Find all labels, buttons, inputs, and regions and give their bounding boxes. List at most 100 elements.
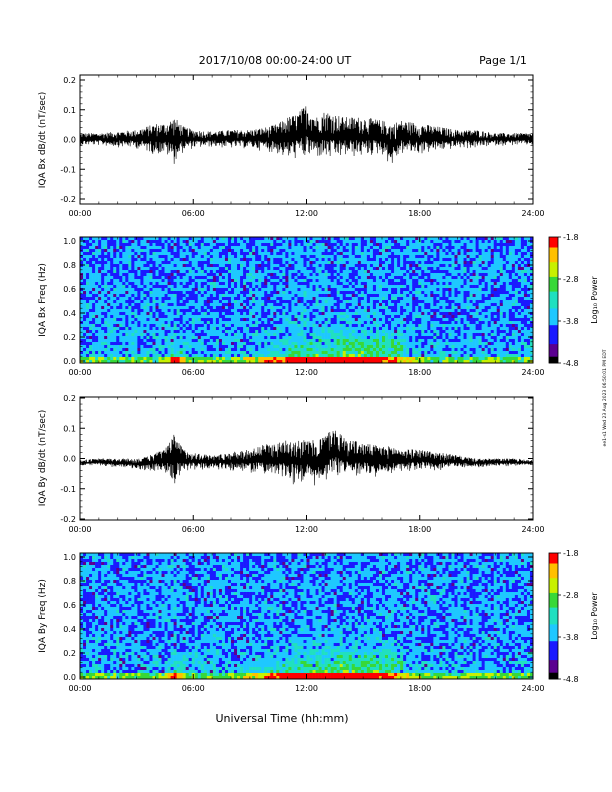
spectrogram-cell	[303, 288, 307, 292]
spectrogram-cell	[218, 249, 223, 253]
spectrogram-cell	[206, 237, 211, 241]
spectrogram-cell	[382, 255, 386, 259]
spectrogram-cell	[116, 336, 120, 340]
spectrogram-cell	[134, 342, 138, 346]
spectrogram-cell	[176, 306, 180, 310]
spectrogram-cell	[357, 324, 362, 328]
spectrogram-cell	[113, 315, 117, 319]
spectrogram-cell	[288, 249, 292, 253]
spectrogram-cell	[146, 327, 150, 331]
spectrogram-cell	[249, 246, 253, 250]
spectrogram-cell	[155, 291, 159, 295]
spectrogram-cell	[122, 342, 126, 346]
spectrogram-cell	[421, 270, 425, 274]
spectrogram-cell	[351, 279, 356, 283]
spectrogram-cell	[179, 309, 183, 313]
spectrogram-cell	[185, 303, 190, 307]
spectrogram-cell	[173, 324, 177, 328]
spectrogram-cell	[152, 309, 156, 313]
spectrogram-cell	[255, 336, 259, 340]
spectrogram-cell	[330, 327, 334, 331]
spectrogram-cell	[231, 243, 235, 247]
spectrogram-cell	[415, 303, 419, 307]
spectrogram-cell	[336, 348, 341, 352]
spectrogram-cell	[354, 300, 359, 304]
spectrogram-cell	[424, 348, 428, 352]
spectrogram-cell	[418, 261, 422, 265]
spectrogram-cell	[360, 306, 365, 310]
spectrogram-cell	[227, 351, 232, 355]
spectrogram-cell	[261, 300, 265, 304]
spectrogram-cell	[406, 237, 410, 241]
spectrogram-cell	[140, 252, 144, 256]
spectrogram-cell	[122, 282, 126, 286]
spectrogram-cell	[273, 354, 277, 358]
spectrogram-cell	[92, 336, 96, 340]
spectrogram-cell	[152, 279, 156, 283]
spectrogram-cell	[363, 264, 368, 268]
spectrogram-cell	[421, 360, 425, 364]
spectrogram-cell	[167, 285, 171, 289]
spectrogram-cell	[173, 312, 177, 316]
spectrogram-cell	[351, 312, 356, 316]
spectrogram-cell	[206, 342, 211, 346]
spectrogram-cell	[258, 300, 262, 304]
spectrogram-cell	[382, 330, 386, 334]
spectrogram-cell	[388, 348, 392, 352]
spectrogram-cell	[291, 321, 295, 325]
spectrogram-cell	[92, 258, 96, 262]
spectrogram-cell	[113, 342, 117, 346]
spectrogram-cell	[279, 303, 283, 307]
spectrogram-cell	[258, 342, 262, 346]
spectrogram-cell	[173, 297, 177, 301]
spectrogram-cell	[363, 297, 368, 301]
spectrogram-cell	[291, 243, 295, 247]
spectrogram-cell	[185, 345, 190, 349]
spectrogram-cell	[258, 354, 262, 358]
spectrogram-cell	[279, 345, 283, 349]
spectrogram-cell	[348, 285, 353, 289]
spectrogram-cell	[98, 255, 102, 259]
spectrogram-cell	[167, 291, 171, 295]
spectrogram-cell	[191, 252, 196, 256]
spectrogram-cell	[321, 249, 325, 253]
spectrogram-cell	[300, 315, 304, 319]
spectrogram-cell	[203, 276, 208, 280]
spectrogram-cell	[258, 246, 262, 250]
spectrogram-cell	[318, 243, 322, 247]
spectrogram-cell	[155, 336, 159, 340]
spectrogram-cell	[333, 315, 337, 319]
bx-yticks: 0.20.10.0-0.1-0.2	[60, 76, 533, 204]
spectrogram-cell	[255, 342, 259, 346]
spectrogram-cell	[155, 258, 159, 262]
spectrogram-cell	[400, 297, 404, 301]
spectrogram-cell	[134, 279, 138, 283]
spectrogram-cell	[363, 345, 368, 349]
spectrogram-cell	[360, 252, 365, 256]
spectrogram-cell	[206, 297, 211, 301]
spectrogram-cell	[161, 303, 165, 307]
spectrogram-cell	[104, 258, 108, 262]
spectrogram-cell	[366, 330, 371, 334]
spectrogram-cell	[86, 342, 90, 346]
spectrogram-cell	[258, 351, 262, 355]
spectrogram-cell	[412, 279, 416, 283]
spectrogram-cell	[424, 258, 428, 262]
spectrogram-cell	[234, 318, 238, 322]
spectrogram-cell	[409, 297, 413, 301]
spectrogram-cell	[297, 264, 301, 268]
spectrogram-cell	[152, 321, 156, 325]
spectrogram-cell	[125, 255, 129, 259]
spectrogram-cell	[403, 243, 407, 247]
spectrogram-cell	[188, 270, 193, 274]
spectrogram-cell	[421, 318, 425, 322]
spectrogram-cell	[170, 309, 174, 313]
spectrogram-cell	[342, 291, 347, 295]
spectrogram-cell	[312, 276, 316, 280]
spectrogram-cell	[312, 258, 316, 262]
spectrogram-cell	[306, 294, 310, 298]
spectrogram-cell	[288, 321, 292, 325]
spectrogram-cell	[255, 279, 259, 283]
spectrogram-cell	[382, 351, 386, 355]
spectrogram-cell	[427, 306, 431, 310]
